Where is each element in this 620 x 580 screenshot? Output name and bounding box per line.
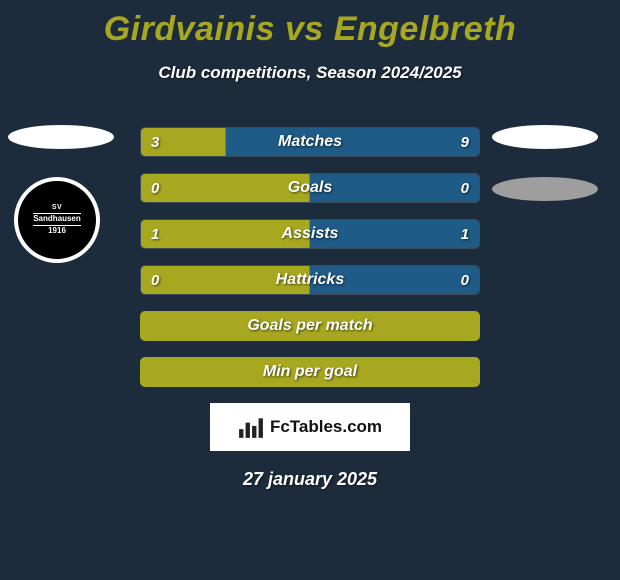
stat-row: Assists1 1	[140, 219, 480, 249]
stat-label: Min per goal	[141, 358, 479, 386]
bars-icon	[238, 416, 264, 438]
page-title: Girdvainis vs Engelbreth	[0, 0, 620, 49]
stat-row: Goals0 0	[140, 173, 480, 203]
stat-value-left: 3	[141, 128, 169, 156]
stat-value-right: 0	[451, 266, 479, 294]
right-player-badges	[492, 125, 602, 229]
club-logo-left: SV Sandhausen 1916	[14, 177, 100, 263]
club-logo-text: SV Sandhausen 1916	[33, 204, 81, 235]
club-placeholder	[492, 177, 598, 201]
stat-row: Min per goal	[140, 357, 480, 387]
stat-label: Assists	[141, 220, 479, 248]
stat-value-right: 1	[451, 220, 479, 248]
stat-label: Goals	[141, 174, 479, 202]
stat-value-right: 0	[451, 174, 479, 202]
stat-value-left: 1	[141, 220, 169, 248]
stat-label: Hattricks	[141, 266, 479, 294]
stat-label: Goals per match	[141, 312, 479, 340]
stat-value-right: 9	[451, 128, 479, 156]
stat-row: Matches3 9	[140, 127, 480, 157]
country-flag-placeholder	[8, 125, 114, 149]
stat-value-left: 0	[141, 266, 169, 294]
watermark-text: FcTables.com	[270, 417, 382, 437]
page-subtitle: Club competitions, Season 2024/2025	[0, 63, 620, 83]
stat-value-left: 0	[141, 174, 169, 202]
stat-label: Matches	[141, 128, 479, 156]
watermark: FcTables.com	[210, 403, 410, 451]
stat-row: Hattricks0 0	[140, 265, 480, 295]
stat-row: Goals per match	[140, 311, 480, 341]
country-flag-placeholder	[492, 125, 598, 149]
left-player-badges: SV Sandhausen 1916	[8, 125, 118, 263]
snapshot-date: 27 january 2025	[0, 469, 620, 490]
